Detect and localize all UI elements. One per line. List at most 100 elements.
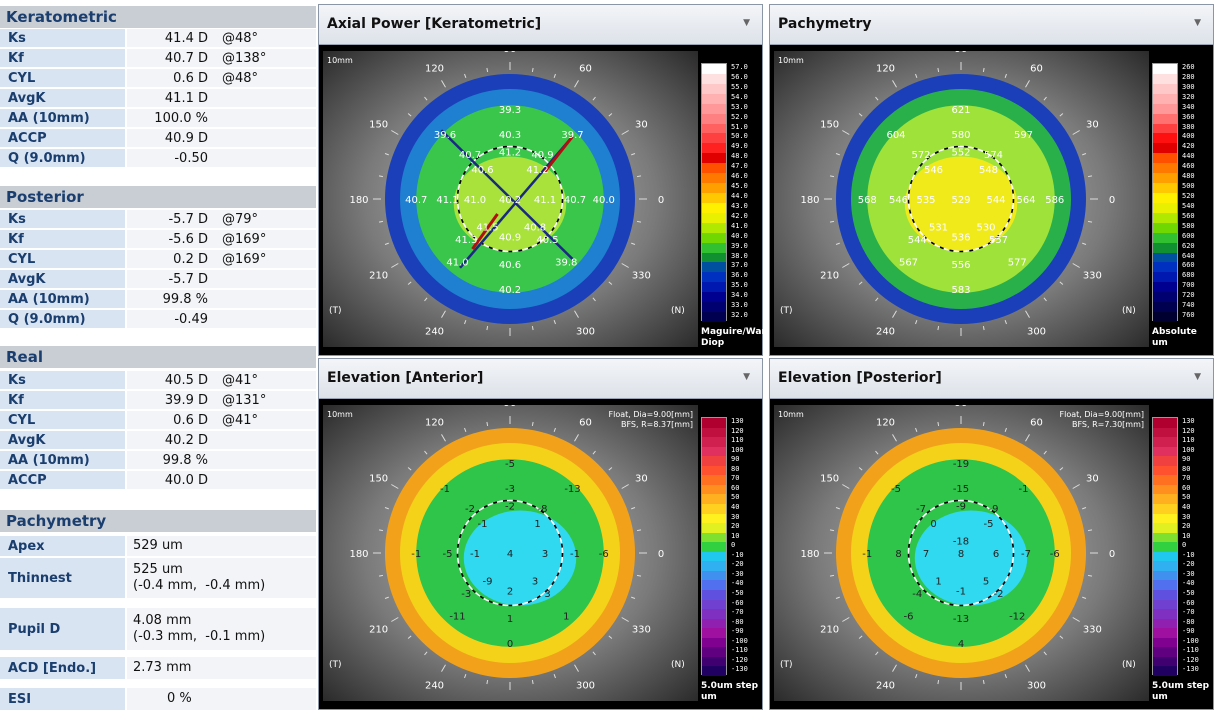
- map-value: 41.0: [446, 258, 468, 269]
- scale-swatch: [702, 647, 726, 658]
- degree-label: 90: [955, 51, 968, 55]
- tick-mark: [378, 529, 384, 532]
- scale-label: 130: [1182, 417, 1195, 425]
- pachy-color-scale: 260 280 300 320 340 360 380 400 420 440 460 480 500 5…: [1152, 63, 1212, 323]
- tick-mark: [531, 325, 534, 331]
- tick-mark: [1025, 664, 1030, 672]
- scale-label: 55.0: [731, 82, 748, 91]
- tick-mark: [1004, 674, 1007, 679]
- tick-mark: [835, 242, 840, 245]
- scale-swatch: [702, 193, 726, 204]
- pupil-position: (-0.3 mm, -0.1 mm): [133, 629, 266, 644]
- axial-map[interactable]: 906030033030027024021018015012010mm(T)(N…: [323, 51, 698, 347]
- degree-label: 210: [820, 625, 839, 636]
- scale-label: 520: [1182, 192, 1195, 200]
- degree-label: 300: [576, 680, 595, 691]
- map-value: 3: [542, 549, 548, 560]
- chevron-down-icon[interactable]: ▼: [1194, 18, 1201, 28]
- scale-swatch: [1153, 282, 1177, 293]
- param-axis: [214, 290, 316, 308]
- scale-swatch: [702, 242, 726, 254]
- map-value: 604: [886, 130, 905, 141]
- map-value: 4: [507, 549, 513, 560]
- chevron-down-icon[interactable]: ▼: [743, 372, 750, 382]
- param-value: 40.9 D: [127, 129, 214, 147]
- tick-mark: [875, 297, 879, 302]
- map-value: 597: [1014, 130, 1033, 141]
- float-label: Float, Dia=9.00[mm]: [609, 410, 693, 419]
- tick-mark: [621, 130, 629, 135]
- map-value: 1: [534, 519, 540, 530]
- tick-mark: [378, 175, 384, 178]
- tick-mark: [937, 67, 940, 73]
- param-label: Kf: [0, 391, 125, 409]
- tick-mark: [441, 80, 446, 88]
- map-value: -5: [891, 484, 901, 495]
- param-axis: [214, 431, 316, 449]
- tick-mark: [384, 507, 389, 510]
- degree-label: 0: [1109, 549, 1115, 560]
- param-label: AvgK: [0, 431, 125, 449]
- acd-label: ACD [Endo.]: [0, 657, 125, 679]
- scale-swatch: [702, 133, 726, 144]
- map-value: 530: [976, 223, 995, 234]
- param-label: AA (10mm): [0, 109, 125, 127]
- nasal-label: (N): [671, 660, 685, 670]
- pachymetry-map[interactable]: 906030033030027024021018015012010mm(T)(N…: [774, 51, 1149, 347]
- tick-mark: [982, 679, 985, 685]
- map-value: 2: [507, 587, 513, 598]
- param-label: AvgK: [0, 89, 125, 107]
- param-row: Ks 41.4 D @48°: [0, 29, 316, 48]
- elevation-anterior-map[interactable]: 906030033030027024021018015012010mm(T)(N…: [323, 405, 698, 701]
- scale-swatch: [1153, 302, 1177, 313]
- tick-mark: [829, 574, 835, 577]
- tick-mark: [391, 130, 399, 135]
- tick-mark: [1072, 130, 1080, 135]
- degree-label: 180: [349, 195, 368, 206]
- map-value: 40.2: [499, 195, 521, 206]
- elevP-units-1: 5.0um step: [1152, 681, 1210, 691]
- map-value: -6: [1050, 549, 1060, 560]
- map-value: -1: [470, 549, 480, 560]
- scale-label: -70: [731, 608, 744, 617]
- scale-label: 39.0: [731, 241, 748, 250]
- scale-swatch: [1153, 73, 1177, 85]
- elevA-units-1: 5.0um step: [701, 681, 759, 691]
- degree-label: 210: [820, 271, 839, 282]
- chevron-down-icon[interactable]: ▼: [743, 18, 750, 28]
- map-value: -9: [989, 504, 999, 515]
- apex-row: Apex 529 um: [0, 536, 316, 556]
- acd-row: ACD [Endo.] 2.73 mm: [0, 657, 316, 679]
- scale-swatch: [1153, 609, 1177, 620]
- scale-label: 440: [1182, 152, 1195, 161]
- scale-label: -100: [731, 636, 748, 645]
- param-value: 41.1 D: [127, 89, 214, 107]
- elevation-anterior-panel[interactable]: Elevation [Anterior]▼ 906030033030027024…: [318, 358, 763, 710]
- scale-swatch: [702, 143, 726, 154]
- scale-label: 120: [731, 426, 744, 435]
- tick-mark: [1059, 635, 1064, 639]
- pachymetry-panel[interactable]: Pachymetry▼ 9060300330300270240210180150…: [769, 4, 1214, 356]
- map-value: 40.6: [499, 260, 521, 271]
- map-value: 529: [951, 195, 970, 206]
- tick-mark: [937, 679, 940, 685]
- chevron-down-icon[interactable]: ▼: [1194, 372, 1201, 382]
- param-row: AvgK -5.7 D: [0, 270, 316, 289]
- tick-mark: [574, 434, 579, 442]
- elevation-posterior-map[interactable]: 906030033030027024021018015012010mm(T)(N…: [774, 405, 1149, 701]
- degree-label: 60: [1030, 418, 1043, 429]
- tick-mark: [378, 574, 384, 577]
- scale-swatch: [1153, 312, 1177, 323]
- tick-mark: [1087, 529, 1093, 532]
- elevation-posterior-panel[interactable]: Elevation [Posterior]▼ 90603003303002702…: [769, 358, 1214, 710]
- degree-label: 60: [579, 418, 592, 429]
- axial-power-panel[interactable]: Axial Power [Keratometric]▼ 906030033030…: [318, 4, 769, 356]
- map-value: 41.5: [476, 223, 498, 234]
- scale-swatch: [1153, 83, 1177, 95]
- pupil-row: Pupil D 4.08 mm (-0.3 mm, -0.1 mm): [0, 608, 316, 650]
- tick-mark: [621, 617, 629, 622]
- scale-label: -80: [1182, 617, 1195, 626]
- scale-swatch: [702, 437, 726, 448]
- scale-label: 500: [1182, 182, 1195, 191]
- tick-mark: [1082, 507, 1087, 510]
